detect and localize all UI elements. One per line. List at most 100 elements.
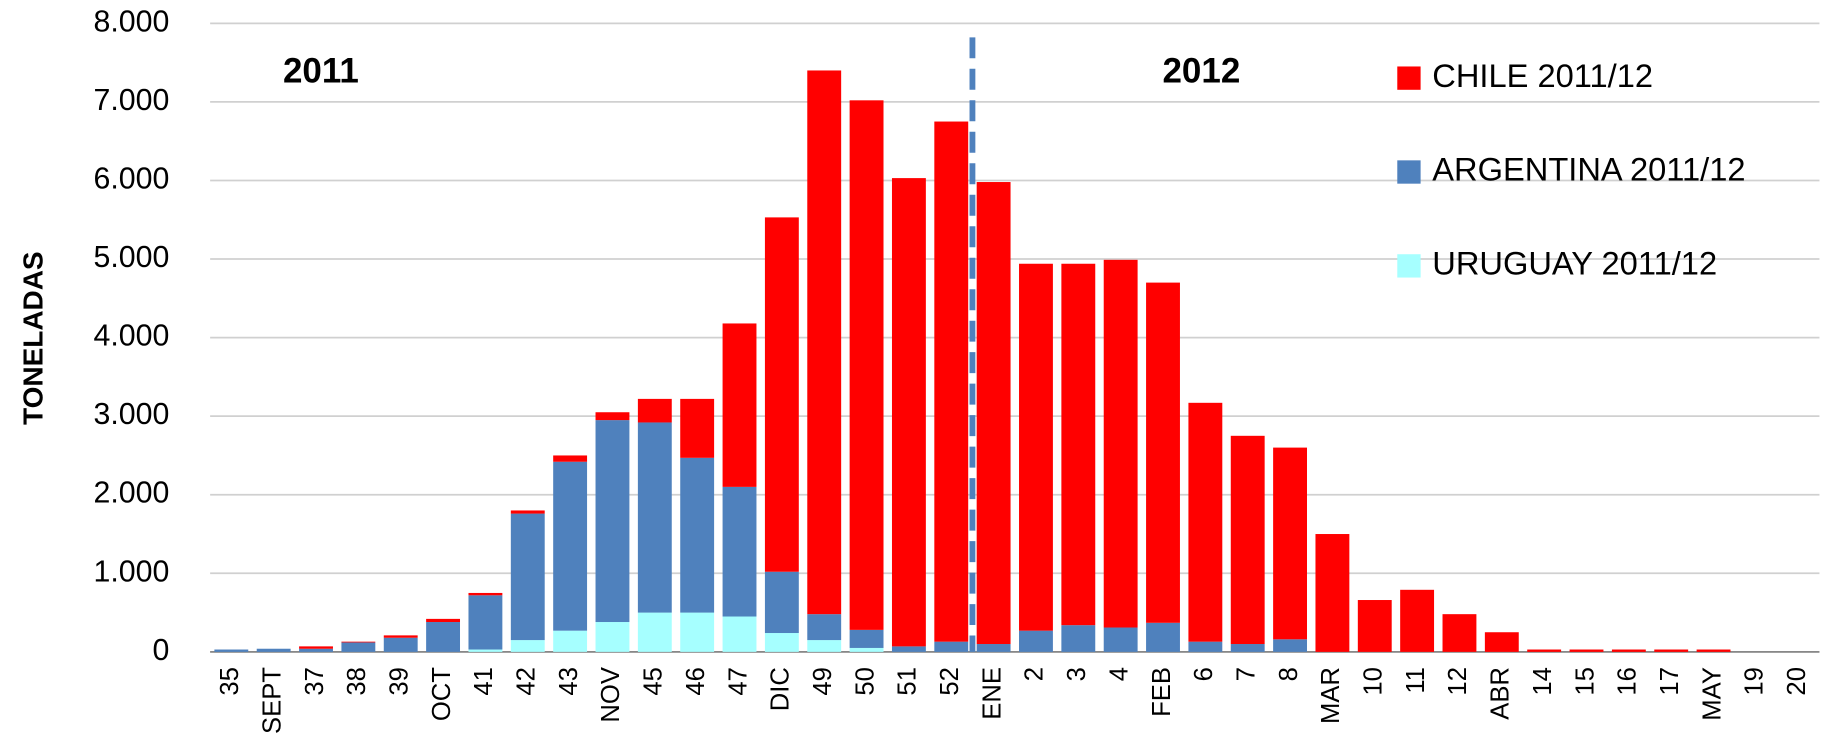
bar-segment [468, 595, 503, 650]
y-tick-label: 3.000 [94, 398, 170, 431]
x-tick-label: ABR [1487, 667, 1515, 720]
bar-segment [807, 614, 842, 641]
y-tick-label: 7.000 [94, 84, 170, 117]
x-tick-label: 46 [682, 667, 710, 696]
bar-segment [299, 646, 333, 649]
bar-segment [468, 649, 503, 652]
bar-segment [1442, 614, 1477, 652]
bar-segment [934, 121, 969, 642]
bar-segment [1400, 589, 1435, 652]
bar-segment [510, 513, 545, 641]
bar-segment [1188, 402, 1223, 642]
x-tick-label: 14 [1529, 667, 1557, 696]
x-tick-label: 41 [470, 667, 498, 696]
bar-segment [849, 629, 884, 648]
y-tick-label: 0 [152, 634, 169, 667]
x-tick-label: OCT [428, 667, 456, 721]
bar-segment [637, 398, 672, 423]
x-tick-label: 17 [1656, 667, 1684, 696]
x-tick-label: 45 [640, 667, 668, 696]
bar-segment [1315, 534, 1350, 652]
bar-segment [849, 100, 884, 630]
y-axis-label: TONELADAS [18, 251, 49, 425]
legend-swatch [1397, 160, 1421, 184]
bar-segment [976, 644, 1011, 652]
bar-segment [553, 630, 588, 652]
bar-segment [1569, 649, 1604, 652]
bar-segment [1273, 447, 1308, 640]
y-tick-label: 6.000 [94, 162, 170, 195]
y-tick-label: 4.000 [94, 320, 170, 353]
x-tick-label: 16 [1614, 667, 1642, 696]
bar-segment [1061, 263, 1096, 626]
x-tick-label: 43 [555, 667, 583, 696]
x-tick-label: 20 [1783, 667, 1811, 696]
x-tick-label: ENE [978, 667, 1006, 720]
annotation: 2011 [283, 52, 359, 91]
x-tick-label: 37 [301, 667, 329, 696]
bar-segment [764, 217, 799, 572]
x-tick-label: 52 [936, 667, 964, 696]
bar-segment [383, 635, 418, 638]
bar-segment [1103, 627, 1138, 652]
x-tick-label: 8 [1275, 667, 1303, 681]
x-tick-label: 3 [1063, 667, 1091, 681]
bar-segment [595, 420, 630, 623]
y-tick-label: 8.000 [94, 5, 170, 38]
bar-segment [1527, 649, 1562, 652]
x-tick-label: 47 [724, 667, 752, 696]
bar-segment [680, 457, 715, 613]
bar-segment [637, 422, 672, 613]
bar-segment [299, 648, 333, 652]
bar-segment [1146, 282, 1180, 623]
bar-segment [849, 647, 884, 652]
bar-segment [1230, 435, 1265, 645]
bar-segment [341, 642, 376, 652]
x-tick-label: 10 [1360, 667, 1388, 696]
bar-segment [1061, 625, 1096, 652]
x-tick-label: 11 [1402, 667, 1430, 694]
x-tick-label: 4 [1105, 667, 1133, 681]
bar-segment [383, 637, 418, 652]
bar-segment [807, 640, 842, 652]
bar-segment [891, 646, 926, 652]
bar-segment [595, 412, 630, 421]
x-tick-label: 38 [343, 667, 371, 696]
x-tick-label: 50 [851, 667, 879, 696]
bar-segment [680, 398, 715, 458]
bar-segment [426, 622, 461, 652]
bar-segment [764, 633, 799, 652]
annotation: 2012 [1162, 52, 1240, 91]
bar-segment [510, 510, 545, 514]
bar-segment [1696, 649, 1731, 652]
bar-segment [426, 618, 461, 623]
x-tick-label: 35 [216, 667, 244, 696]
bar-segment [807, 70, 842, 615]
x-tick-label: 42 [513, 667, 541, 696]
legend-swatch [1397, 254, 1421, 278]
bar-segment [1230, 644, 1265, 652]
bar-segment [976, 182, 1011, 645]
bar-segment [680, 612, 715, 652]
x-tick-label: 15 [1571, 667, 1599, 696]
y-tick-label: 1.000 [94, 555, 170, 588]
legend-label: URUGUAY 2011/12 [1432, 245, 1717, 282]
bar-segment [1019, 263, 1053, 631]
bar-segment [1188, 641, 1223, 652]
bar-segment [1103, 259, 1138, 628]
bar-segment [341, 641, 376, 643]
x-tick-label: 7 [1232, 667, 1260, 681]
y-tick-label: 5.000 [94, 241, 170, 274]
x-tick-label: MAR [1317, 667, 1345, 724]
bar-segment [468, 592, 503, 596]
bar-segment [1357, 600, 1392, 652]
bar-segment [722, 486, 757, 617]
bar-segment [637, 612, 672, 652]
x-tick-label: FEB [1148, 667, 1176, 717]
bar-segment [934, 641, 969, 652]
bar-segment [214, 649, 249, 652]
x-tick-label: 6 [1190, 667, 1218, 681]
bar-segment [891, 178, 926, 647]
bar-segment [595, 622, 630, 652]
